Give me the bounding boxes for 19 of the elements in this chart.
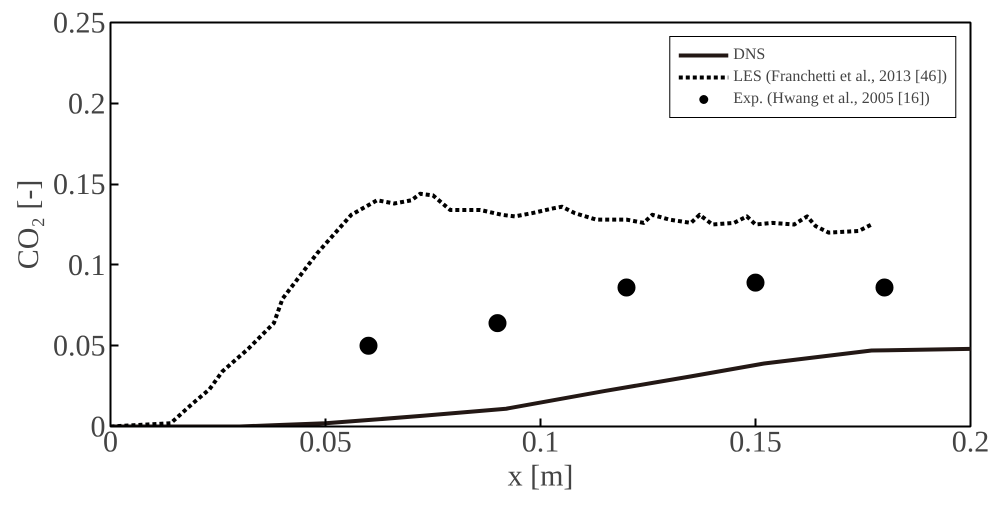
legend-label: LES (Franchetti et al., 2013 [46]) — [733, 68, 947, 86]
x-tick-label: 0.05 — [299, 426, 352, 458]
y-tick-label: 0.1 — [68, 248, 106, 282]
point — [876, 278, 894, 297]
y-tick-label: 0.2 — [68, 87, 106, 120]
y-tick-label: 0.05 — [53, 330, 106, 363]
x-tick-label: 0.1 — [522, 426, 560, 458]
legend-label: DNS — [733, 46, 766, 64]
x-tick-label: 0.2 — [952, 426, 990, 458]
y-tick-label: 0.15 — [53, 168, 106, 202]
x-tick-label: 0.15 — [729, 426, 782, 458]
legend-label: Exp. (Hwang et al., 2005 [16]) — [733, 90, 930, 108]
x-axis-title: x [m] — [508, 460, 574, 492]
point — [746, 274, 764, 292]
y-axis-title: CO₂ [-] — [12, 180, 45, 270]
point — [618, 278, 636, 297]
point — [360, 336, 378, 355]
y-tick-label: 0.25 — [53, 6, 106, 40]
point — [488, 314, 506, 332]
